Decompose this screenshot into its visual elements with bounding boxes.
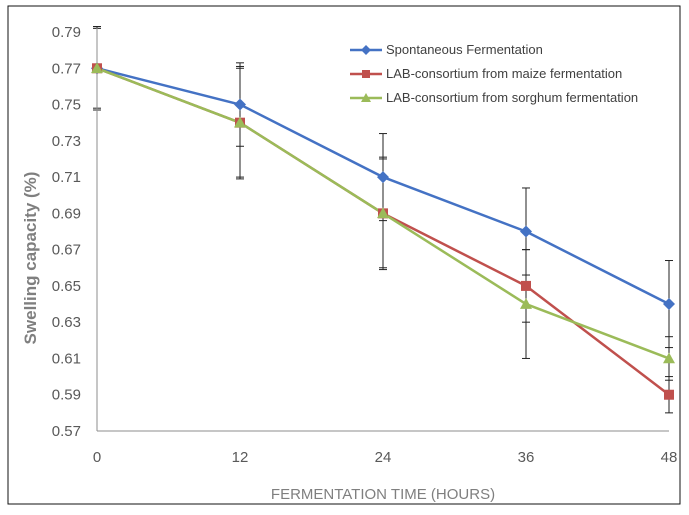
y-tick-label: 0.61	[52, 350, 81, 367]
data-point-diamond	[234, 98, 246, 111]
y-tick-label: 0.77	[52, 60, 81, 77]
x-axis-title: FERMENTATION TIME (HOURS)	[271, 486, 495, 503]
y-tick-label: 0.63	[52, 314, 81, 331]
x-tick-label: 48	[661, 449, 678, 466]
x-tick-label: 24	[375, 449, 392, 466]
y-tick-labels: 0.57 0.59 0.61 0.63 0.65 0.67 0.69 0.71 0.73 0.75…	[52, 24, 81, 440]
series-markers	[91, 62, 675, 400]
data-point-square	[362, 70, 370, 78]
data-point-square	[521, 280, 531, 291]
data-point-diamond	[361, 45, 371, 55]
data-point-diamond	[663, 298, 675, 311]
y-tick-label: 0.69	[52, 205, 81, 222]
x-tick-labels: 0 12 24 36 48	[93, 449, 678, 466]
legend: Spontaneous Fermentation LAB-consortium f…	[350, 42, 638, 105]
data-point-triangle	[663, 352, 675, 364]
y-tick-label: 0.59	[52, 387, 81, 404]
data-point-diamond	[520, 225, 532, 238]
x-tick-label: 12	[232, 449, 249, 466]
y-tick-label: 0.79	[52, 24, 81, 41]
data-point-square	[664, 389, 674, 400]
legend-label: Spontaneous Fermentation	[386, 42, 543, 57]
chart-border	[7, 5, 681, 505]
legend-label: LAB-consortium from sorghum fermentation	[386, 90, 638, 105]
y-tick-label: 0.75	[52, 97, 81, 114]
data-point-triangle	[234, 116, 246, 128]
legend-label: LAB-consortium from maize fermentation	[386, 66, 622, 81]
y-tick-label: 0.57	[52, 423, 81, 440]
axes	[96, 28, 669, 432]
data-point-diamond	[377, 171, 389, 184]
error-bars	[93, 26, 673, 414]
x-tick-label: 0	[93, 449, 101, 466]
y-tick-label: 0.67	[52, 242, 81, 259]
y-tick-label: 0.71	[52, 169, 81, 186]
data-point-triangle	[377, 207, 389, 219]
data-point-triangle	[91, 62, 103, 74]
y-tick-label: 0.65	[52, 278, 81, 295]
data-point-triangle	[361, 93, 371, 102]
y-axis-title: Swelling capacity (%)	[21, 172, 40, 345]
x-tick-label: 36	[518, 449, 535, 466]
data-point-triangle	[520, 298, 532, 309]
y-tick-label: 0.73	[52, 133, 81, 150]
